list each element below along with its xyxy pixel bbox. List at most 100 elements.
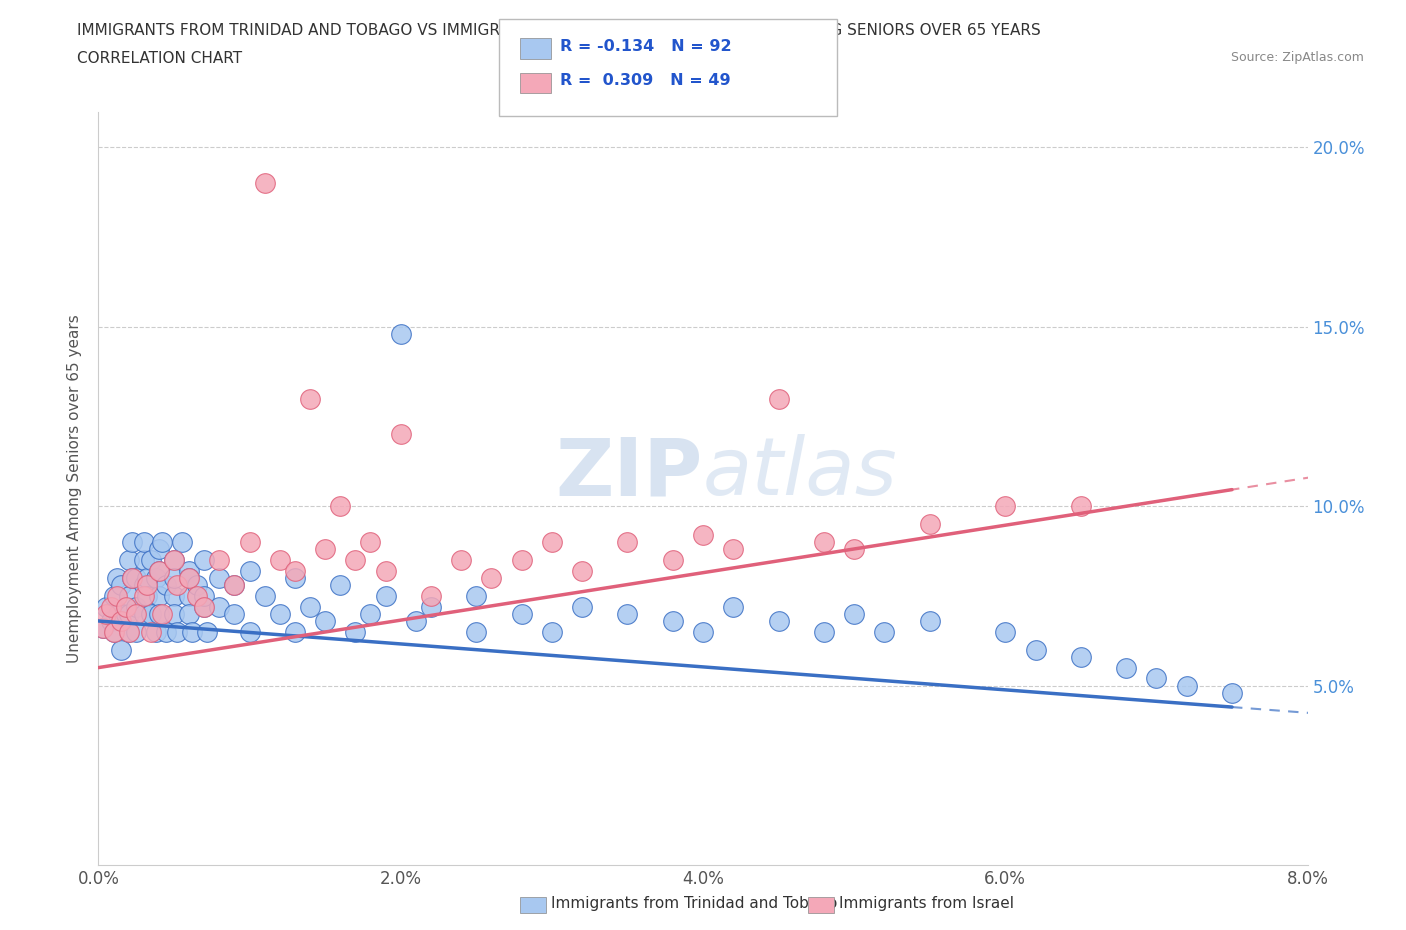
Point [540,535,562,550]
Point [465,589,488,604]
Point [150,606,173,621]
Point [360,535,382,550]
Point [329,578,352,592]
Text: IMMIGRANTS FROM TRINIDAD AND TOBAGO VS IMMIGRANTS FROM ISRAEL UNEMPLOYMENT AMONG: IMMIGRANTS FROM TRINIDAD AND TOBAGO VS I… [77,23,1040,38]
Point [114,606,136,621]
Point [107,606,129,621]
Point [148,542,170,557]
Point [208,570,231,585]
Point [163,552,186,567]
Point [118,606,141,621]
Point [148,606,170,621]
Point [918,614,941,629]
Point [1070,649,1092,664]
Point [692,624,714,639]
Point [1146,671,1168,685]
Point [141,552,163,567]
Point [100,614,122,629]
Point [344,552,367,567]
Point [420,599,443,614]
Point [329,498,352,513]
Point [121,570,143,585]
Point [360,606,382,621]
Point [193,552,215,567]
Point [1025,643,1047,658]
Point [208,552,231,567]
Text: ZIP: ZIP [555,434,703,512]
Point [141,606,163,621]
Point [253,589,276,604]
Point [768,614,790,629]
Point [186,578,208,592]
Point [571,564,593,578]
Point [813,535,835,550]
Point [723,542,745,557]
Point [269,606,291,621]
Point [661,552,683,567]
Point [450,552,472,567]
Point [420,589,443,604]
Point [571,599,593,614]
Text: R = -0.134   N = 92: R = -0.134 N = 92 [560,39,731,54]
Point [179,570,201,585]
Point [918,517,941,532]
Point [105,589,128,604]
Point [1175,678,1198,693]
Point [616,606,638,621]
Point [224,578,246,592]
Point [994,624,1017,639]
Point [179,589,201,604]
Point [389,326,412,341]
Point [284,564,307,578]
Point [125,624,148,639]
Point [148,589,170,604]
Text: Source: ZipAtlas.com: Source: ZipAtlas.com [1230,51,1364,64]
Point [179,564,201,578]
Point [145,624,167,639]
Text: Immigrants from Israel: Immigrants from Israel [839,897,1014,911]
Point [179,606,201,621]
Point [125,606,148,621]
Point [110,578,132,592]
Y-axis label: Unemployment Among Seniors over 65 years: Unemployment Among Seniors over 65 years [67,314,83,662]
Text: atlas: atlas [703,434,898,512]
Point [166,624,188,639]
Point [692,527,714,542]
Point [374,564,396,578]
Point [94,599,117,614]
Point [170,535,193,550]
Point [768,392,790,406]
Point [540,624,562,639]
Point [193,599,215,614]
Point [389,427,412,442]
Point [994,498,1017,513]
Point [103,624,125,639]
Point [723,599,745,614]
Point [132,578,155,592]
Text: Immigrants from Trinidad and Tobago: Immigrants from Trinidad and Tobago [551,897,838,911]
Text: CORRELATION CHART: CORRELATION CHART [77,51,242,66]
Point [148,564,170,578]
Point [163,570,186,585]
Point [239,624,262,639]
Point [284,624,307,639]
Point [179,570,201,585]
Point [465,624,488,639]
Point [132,589,155,604]
Point [314,542,336,557]
Point [208,599,231,614]
Text: R =  0.309   N = 49: R = 0.309 N = 49 [560,73,730,88]
Point [118,624,141,639]
Point [141,624,163,639]
Point [299,392,322,406]
Point [91,620,114,635]
Point [135,570,157,585]
Point [844,542,866,557]
Point [148,564,170,578]
Point [481,570,503,585]
Point [510,552,533,567]
Point [873,624,896,639]
Point [121,535,143,550]
Point [125,599,148,614]
Point [100,599,122,614]
